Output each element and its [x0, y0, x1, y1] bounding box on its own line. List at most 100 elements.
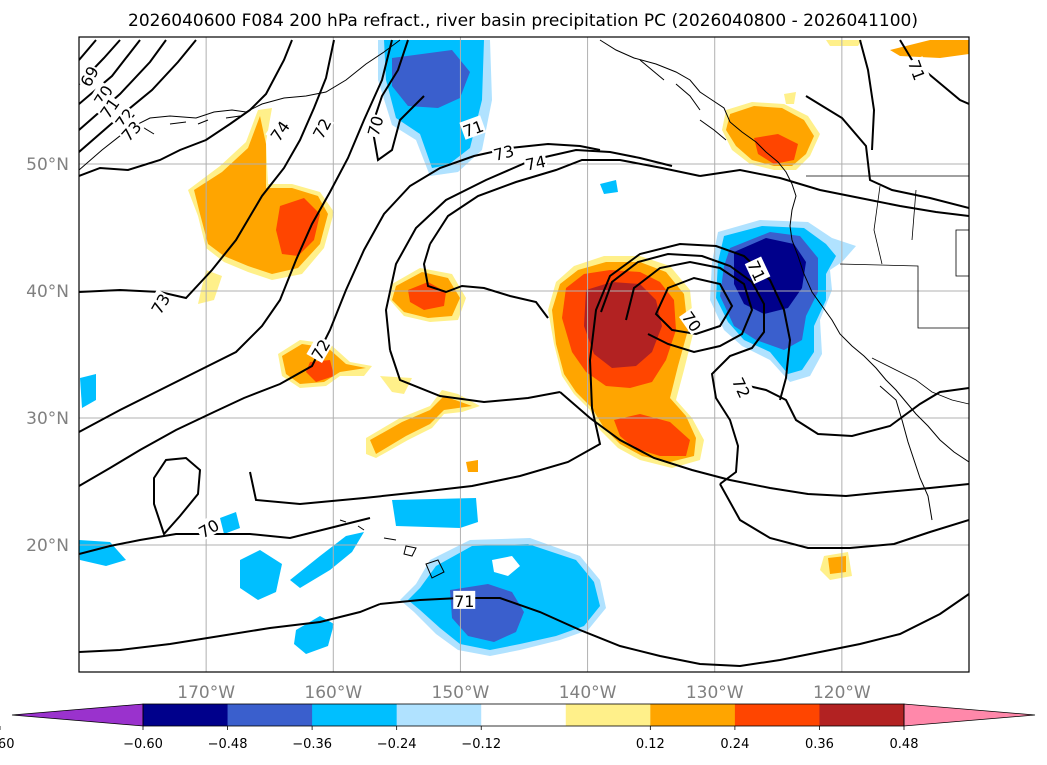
- contour-72-west: [79, 39, 393, 433]
- contour-label-bg: [744, 256, 771, 285]
- contour-label-bg: [95, 93, 123, 122]
- lat-tick-label: 30°N: [26, 409, 69, 429]
- colorbar-tick-label: −0.24: [377, 737, 417, 752]
- contour-label-bg: [79, 61, 102, 90]
- colorbar-tick-label: 0.60: [0, 737, 14, 752]
- contour-label-bg: [265, 116, 293, 145]
- shade-westpac-a: [240, 550, 282, 600]
- colorbar-bin: [312, 704, 398, 726]
- colorbar-tick-label: 0.48: [890, 737, 919, 752]
- contour-73-arc: [384, 148, 673, 351]
- shade-top-a: [826, 40, 862, 46]
- lon-tick-label: 150°W: [432, 683, 490, 703]
- shade-baja-mid: [828, 556, 846, 574]
- contour-label: 74: [522, 150, 548, 175]
- shade-central-d: [380, 376, 412, 394]
- coast-alaska-panhandle: [639, 59, 727, 141]
- contour-label-text: 73: [491, 141, 516, 165]
- contour-label-bg: [678, 306, 707, 336]
- map-title: 2026040600 F084 200 hPa refract., river …: [128, 11, 918, 31]
- contour-label-bg: [116, 116, 145, 145]
- contour-71-nw: [79, 39, 141, 105]
- contour-70-center: [625, 260, 754, 354]
- contour-71-se: [719, 483, 969, 549]
- contour-72-east: [559, 391, 969, 498]
- colorbar-under-arrow: [11, 703, 144, 727]
- colorbar-bin: [481, 704, 567, 726]
- shade-central-system-tail: [614, 414, 690, 456]
- colorbar-bin: [819, 704, 905, 726]
- colorbar-frame: [142, 703, 905, 727]
- contour-71-south-west: [79, 603, 381, 653]
- colorbar-tick-label: 0.24: [720, 737, 749, 752]
- contour-69-center: [654, 276, 734, 336]
- coast-hawaii: [339, 519, 445, 579]
- contour-70-sw: [153, 456, 202, 536]
- shade-dateline-north: [80, 374, 96, 408]
- colorbar-tick-label: 0.12: [636, 737, 665, 752]
- map-frame: [78, 36, 970, 673]
- contour-label-bg: [362, 112, 386, 139]
- refractivity-contours: [79, 39, 969, 668]
- shade-westpac-b: [290, 532, 364, 588]
- contour-72-coast: [739, 383, 969, 438]
- shade-top-b: [890, 40, 969, 58]
- contour-74-west: [79, 39, 293, 177]
- contour-label-bg: [522, 150, 548, 173]
- contour-73-nw: [79, 39, 197, 153]
- contour-73-east: [805, 95, 969, 209]
- contour-label-bg: [453, 590, 476, 609]
- coast-north-america: [599, 39, 969, 463]
- shade-central-e: [466, 460, 478, 472]
- contour-71-center: [600, 252, 765, 485]
- contour-label-text: 70: [364, 114, 388, 139]
- border-states: [839, 185, 969, 329]
- coast-baja: [879, 385, 933, 521]
- colorbar: −0.60 −0.48 −0.36 −0.24 −0.12 0.12 0.24 0.36 0.4…: [0, 703, 1036, 752]
- contour-72-center: [249, 242, 792, 506]
- contour-69: [79, 39, 97, 61]
- shade-hawaii-north: [392, 498, 478, 528]
- colorbar-bin: [143, 704, 229, 726]
- contour-73-lower: [389, 349, 561, 404]
- shade-gulf-alaska-inner: [392, 50, 470, 108]
- colorbar-tick-label: −0.12: [461, 737, 501, 752]
- lat-tick-label: 50°N: [26, 155, 69, 175]
- contour-label-bg: [307, 114, 335, 142]
- contour-label-bg: [146, 289, 173, 318]
- contour-label: 70: [362, 112, 388, 139]
- shade-hawaii-hole: [492, 556, 520, 576]
- contour-label-bg: [194, 514, 223, 541]
- lat-tick-label: 20°N: [26, 536, 69, 556]
- colorbar-tick-label: 0.36: [805, 737, 834, 752]
- contour-71-south: [379, 593, 969, 668]
- contour-label-bg: [729, 373, 756, 401]
- colorbar-bin: [227, 704, 313, 726]
- shade-small-b: [600, 180, 618, 194]
- lon-tick-label: 130°W: [686, 683, 744, 703]
- contour-label-bg: [306, 334, 333, 363]
- contour-label-bg: [905, 56, 931, 84]
- contour-label-text: 71: [454, 592, 474, 611]
- contour-label-bg: [459, 115, 487, 140]
- contour-label-bg: [490, 140, 517, 164]
- colorbar-tick-label: −0.60: [123, 737, 163, 752]
- shade-bc-inner: [754, 134, 798, 164]
- lon-tick-label: 140°W: [559, 683, 617, 703]
- contour-70-gulf: [370, 39, 425, 162]
- colorbar-bin: [565, 704, 651, 726]
- lon-tick-label: 160°W: [304, 683, 362, 703]
- contour-label-bg: [88, 80, 116, 109]
- contour-74-inner: [422, 243, 549, 319]
- shade-westpac-c: [294, 616, 334, 654]
- contour-74-arc: [429, 159, 701, 245]
- shade-central-c-mid: [370, 396, 472, 454]
- colorbar-over-arrow: [903, 703, 1036, 727]
- contour-74-east: [699, 168, 969, 217]
- shade-dateline: [79, 540, 126, 566]
- longitude-tick-labels: 170°W 160°W 150°W 140°W 130°W 120°W: [177, 683, 871, 703]
- lat-tick-label: 40°N: [26, 282, 69, 302]
- contour-73-west: [79, 39, 335, 300]
- lon-tick-label: 120°W: [813, 683, 871, 703]
- lon-tick-label: 170°W: [177, 683, 235, 703]
